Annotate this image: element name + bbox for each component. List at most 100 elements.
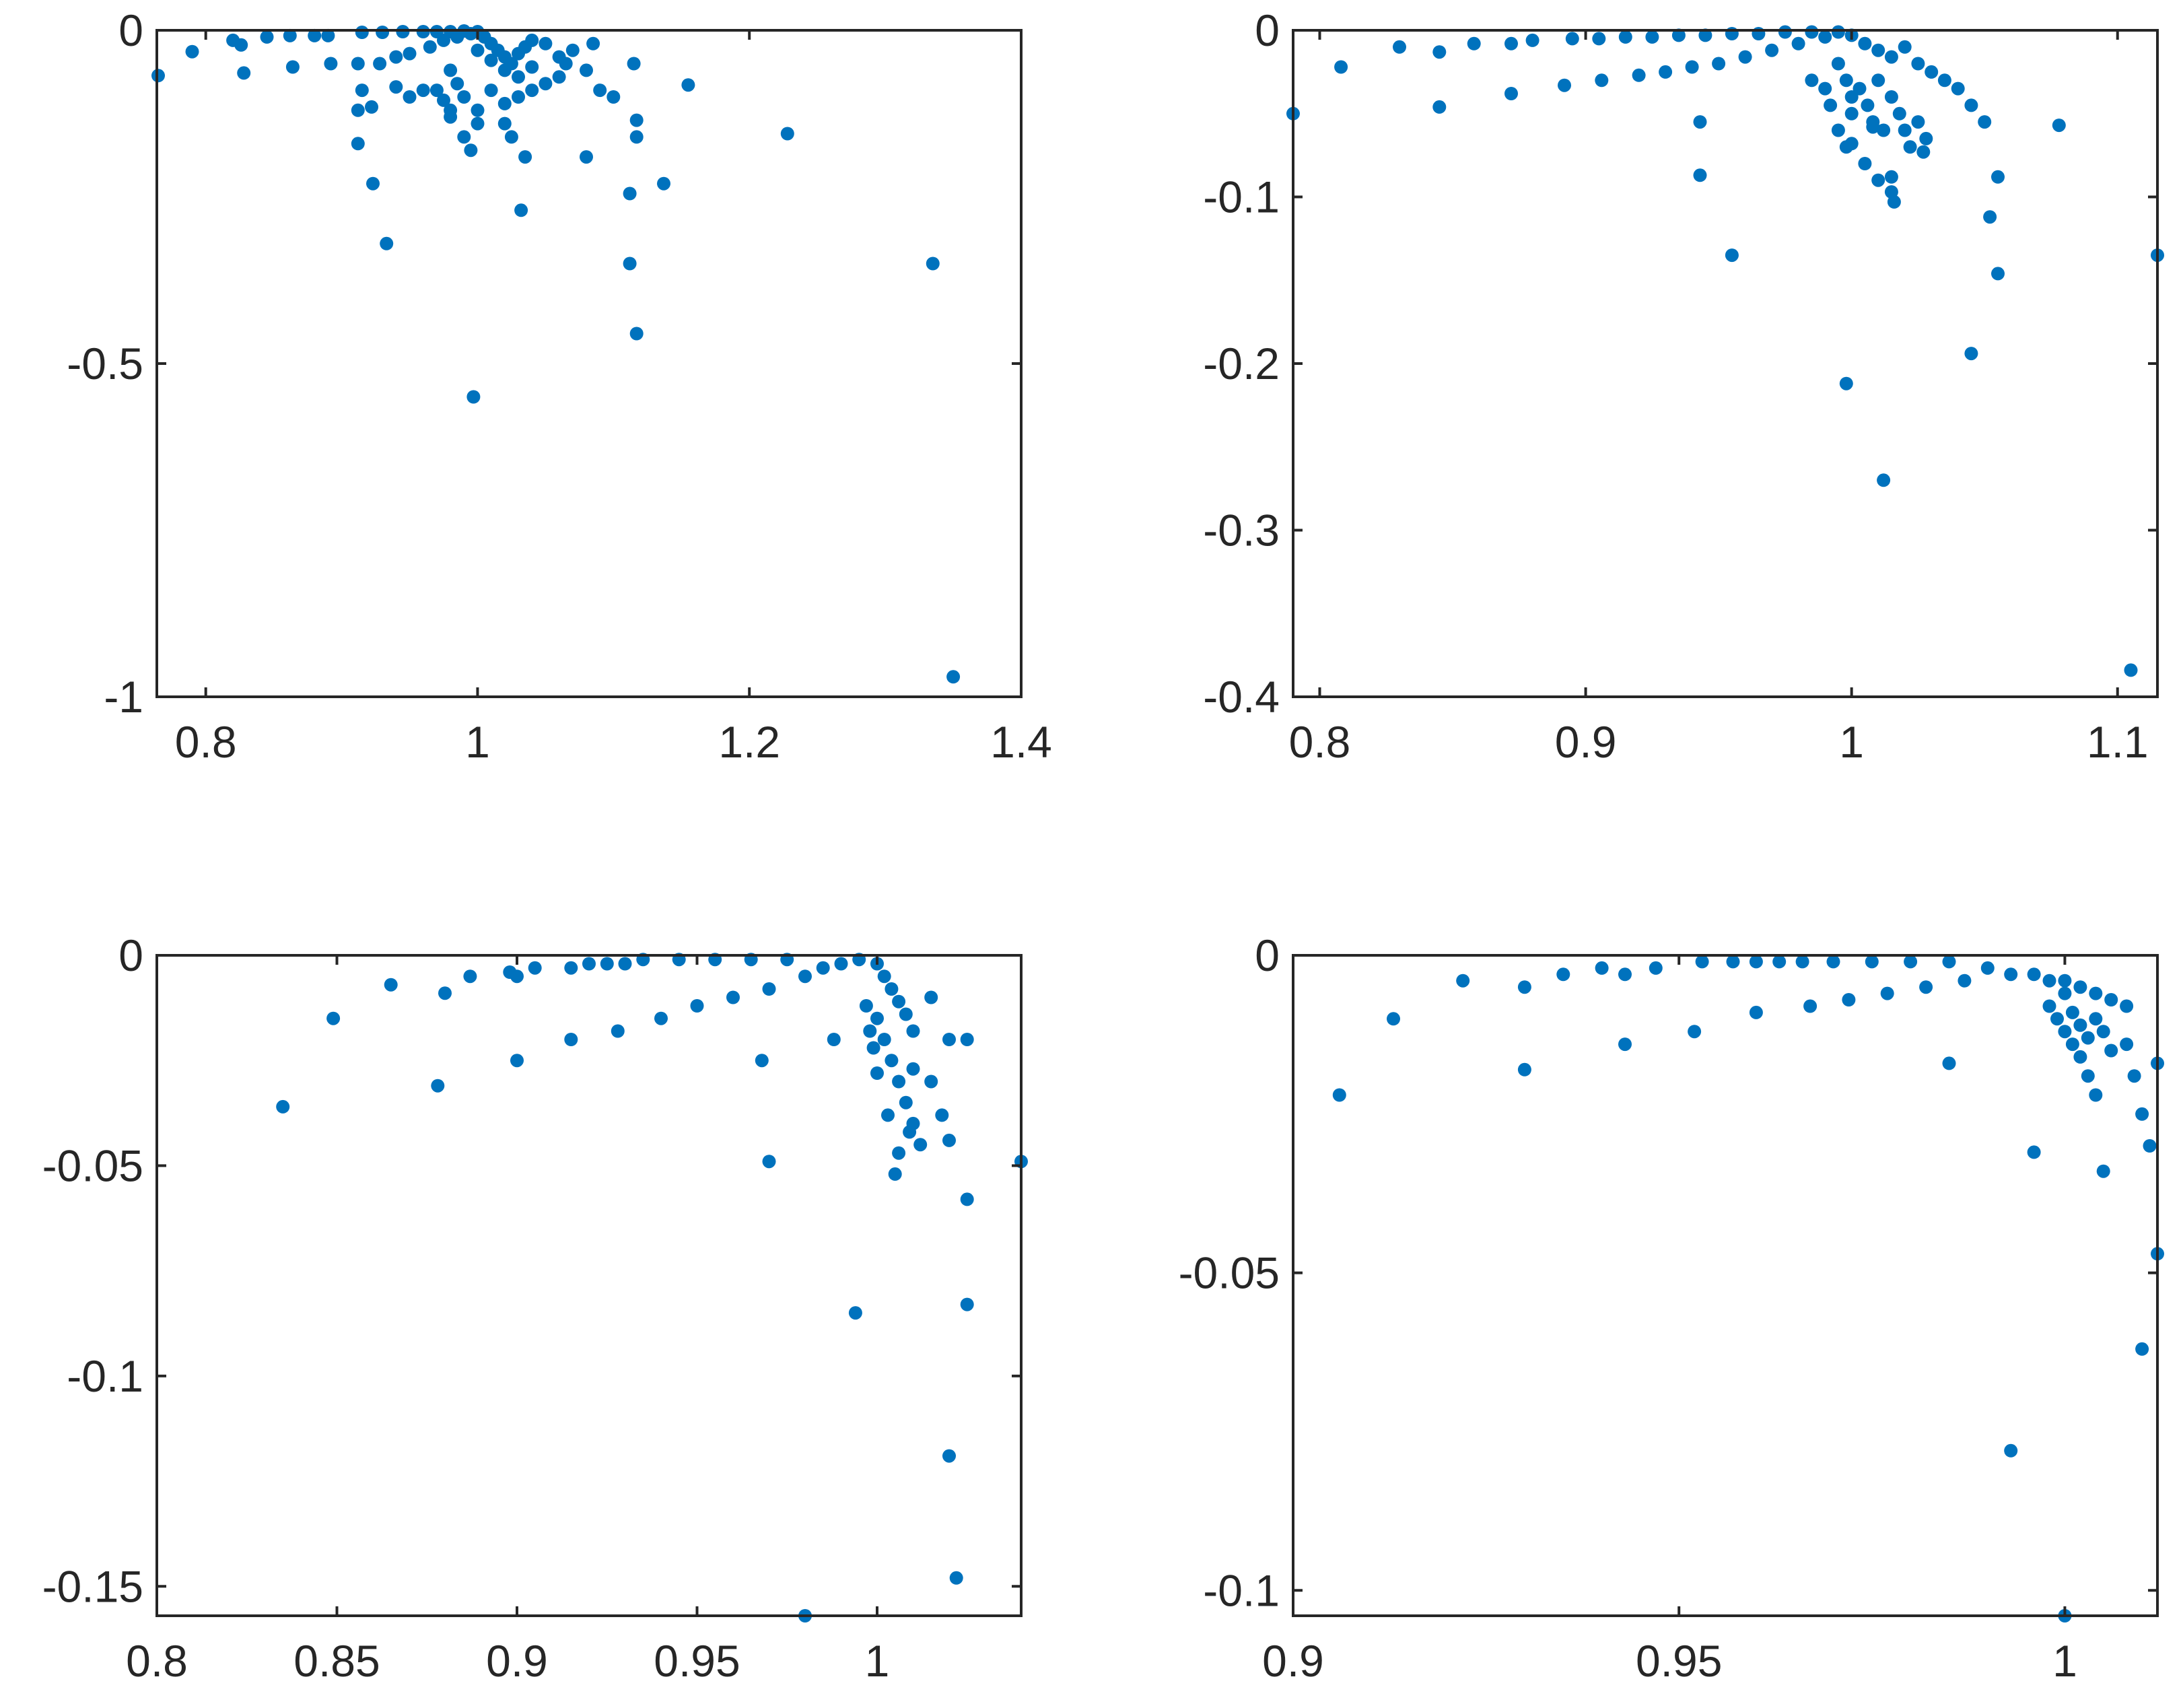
data-point (2073, 980, 2087, 994)
x-tick-label: 1.1 (2087, 717, 2149, 767)
data-point (1618, 967, 1632, 982)
data-point (1884, 170, 1898, 184)
data-point (457, 130, 471, 144)
data-point (1592, 32, 1606, 46)
x-tick-label: 1 (1839, 717, 1864, 767)
data-point (1839, 376, 1853, 390)
data-point (885, 1054, 899, 1068)
data-point (942, 1033, 956, 1046)
data-point (1903, 140, 1917, 154)
data-point (1898, 40, 1912, 54)
data-point (892, 994, 906, 1009)
data-point (438, 986, 452, 1000)
data-point (960, 1033, 974, 1046)
data-point (324, 57, 338, 71)
scatter-series (276, 953, 1028, 1622)
axes-frame (1292, 29, 2159, 698)
data-point (366, 176, 380, 191)
y-tick-label: 0 (118, 5, 143, 55)
data-point (946, 670, 961, 684)
data-point (935, 1108, 949, 1122)
data-point (755, 1054, 769, 1068)
y-axis: -1 -0.5 0 (67, 5, 1021, 722)
x-tick-label: 1 (465, 717, 490, 767)
data-point (1772, 955, 1787, 969)
data-point (899, 1095, 913, 1109)
data-point (539, 77, 553, 91)
data-point (2065, 1037, 2079, 1052)
data-point (1991, 170, 2005, 184)
y-tick-label: -0.4 (1203, 672, 1280, 722)
data-point (525, 33, 539, 47)
data-point (877, 1033, 891, 1046)
data-point (607, 90, 621, 104)
data-point (512, 90, 525, 104)
data-point (942, 1133, 956, 1147)
x-tick-label: 0.8 (126, 1636, 188, 1686)
x-tick-label: 1 (865, 1636, 890, 1686)
x-tick-label: 1 (2052, 1636, 2077, 1686)
data-point (600, 957, 614, 971)
data-point (1595, 73, 1609, 88)
data-point (1980, 961, 1995, 975)
data-point (1688, 1025, 1702, 1039)
data-point (389, 50, 403, 64)
data-point (444, 103, 458, 117)
data-point (2042, 973, 2056, 988)
data-point (1871, 173, 1885, 187)
data-point (629, 113, 644, 127)
data-point (1504, 36, 1518, 50)
x-tick-label: 1.4 (990, 717, 1052, 767)
data-point (1558, 78, 1571, 92)
data-point (365, 100, 378, 114)
data-point (539, 36, 553, 50)
y-axis: -0.4 -0.3 -0.2 -0.1 0 (1203, 5, 2157, 722)
data-point (913, 1138, 928, 1152)
data-point (1983, 210, 1997, 224)
x-tick-label: 1.2 (718, 717, 780, 767)
data-point (464, 143, 478, 158)
y-axis: -0.1 -0.05 0 (1179, 930, 2157, 1615)
data-point (1818, 81, 1832, 96)
data-point (1844, 90, 1859, 104)
data-point (497, 96, 512, 110)
data-point (870, 1011, 884, 1025)
data-point (1778, 25, 1792, 39)
data-point (1844, 106, 1859, 121)
data-point (1565, 32, 1579, 46)
data-point (2081, 1031, 2095, 1045)
data-point (552, 70, 566, 84)
y-tick-label: -1 (104, 672, 143, 722)
data-point (582, 957, 596, 971)
data-point (892, 1146, 906, 1160)
x-tick-label: 0.85 (293, 1636, 380, 1686)
data-point (1831, 57, 1845, 71)
data-point (1892, 106, 1906, 121)
x-tick-label: 0.9 (1262, 1636, 1324, 1686)
data-point (888, 1167, 902, 1181)
y-tick-label: -0.3 (1203, 506, 1280, 555)
subplot-top-left: 0.8 1 1.2 1.4 -1 -0.5 0 (67, 5, 1052, 767)
data-point (1791, 36, 1805, 50)
data-point (1978, 115, 1992, 129)
data-point (1671, 28, 1686, 42)
data-point (885, 982, 899, 996)
data-point (1884, 90, 1898, 104)
data-point (1951, 81, 1965, 96)
x-tick-label: 0.8 (1289, 717, 1351, 767)
data-point (1824, 98, 1838, 112)
data-point (2052, 118, 2066, 133)
data-point (1818, 30, 1832, 44)
data-point (942, 1449, 956, 1463)
y-tick-label: -0.1 (67, 1351, 143, 1401)
data-point (429, 83, 444, 98)
data-point (2027, 967, 2041, 982)
data-point (326, 1011, 341, 1025)
x-tick-label: 0.95 (1636, 1636, 1722, 1686)
y-tick-label: 0 (1255, 5, 1280, 55)
data-point (2058, 986, 2072, 1000)
data-point (2096, 1025, 2110, 1039)
data-point (525, 60, 539, 74)
data-point (351, 103, 365, 117)
data-point (1861, 98, 1875, 112)
